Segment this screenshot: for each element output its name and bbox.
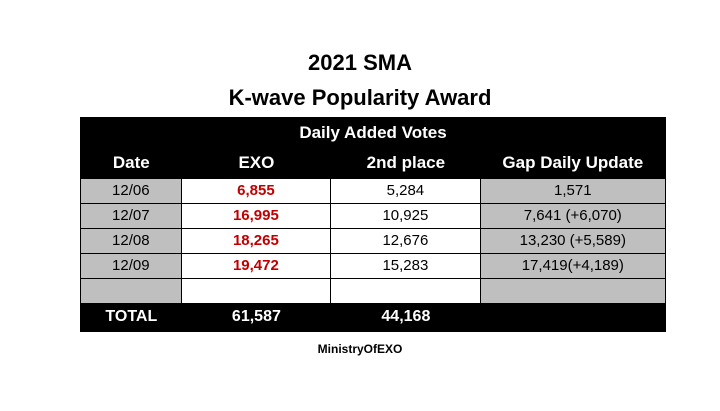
table-header: Daily Added Votes Date EXO 2nd place Gap… (81, 118, 665, 178)
gap-cell (480, 278, 665, 303)
date-cell: 12/09 (81, 253, 182, 278)
second-cell: 5,284 (331, 178, 481, 203)
table-row: 12/07 16,995 10,925 7,641 (+6,070) (81, 203, 665, 228)
column-header-exo: EXO (238, 153, 275, 172)
title-line-2: K-wave Popularity Award (228, 85, 492, 110)
title-line-1: 2021 SMA (308, 50, 412, 75)
total-gap (481, 303, 665, 331)
gap-cell: 1,571 (480, 178, 665, 203)
second-cell: 15,283 (331, 253, 481, 278)
table-row-empty (81, 278, 665, 303)
date-cell: 12/08 (81, 228, 182, 253)
column-header-date: Date (112, 153, 150, 172)
total-second: 44,168 (381, 308, 431, 325)
gap-cell: 17,419(+4,189) (480, 253, 665, 278)
date-cell: 12/06 (81, 178, 182, 203)
credit-footer: MinistryOfEXO (317, 342, 403, 356)
column-header-gap: Gap Daily Update (502, 153, 644, 172)
exo-cell: 16,995 (181, 203, 332, 228)
total-exo: 61,587 (231, 308, 281, 325)
column-header-second: 2nd place (366, 153, 446, 172)
exo-cell: 18,265 (181, 228, 332, 253)
date-cell (81, 278, 182, 303)
second-cell: 12,676 (331, 228, 481, 253)
exo-cell: 6,855 (181, 178, 332, 203)
second-cell: 10,925 (331, 203, 481, 228)
total-row: TOTAL 61,587 44,168 (81, 303, 665, 331)
gap-cell: 13,230 (+5,589) (480, 228, 665, 253)
votes-table: Daily Added Votes Date EXO 2nd place Gap… (80, 117, 666, 332)
total-label: TOTAL (105, 308, 158, 325)
exo-cell (181, 278, 332, 303)
table-row: 12/06 6,855 5,284 1,571 (81, 178, 665, 203)
group-header: Daily Added Votes (299, 123, 447, 142)
column-header-row: Date EXO 2nd place Gap Daily Update (81, 148, 665, 178)
table-row: 12/09 19,472 15,283 17,419(+4,189) (81, 253, 665, 278)
table-row: 12/08 18,265 12,676 13,230 (+5,589) (81, 228, 665, 253)
second-cell (331, 278, 481, 303)
date-cell: 12/07 (81, 203, 182, 228)
gap-cell: 7,641 (+6,070) (480, 203, 665, 228)
exo-cell: 19,472 (181, 253, 332, 278)
